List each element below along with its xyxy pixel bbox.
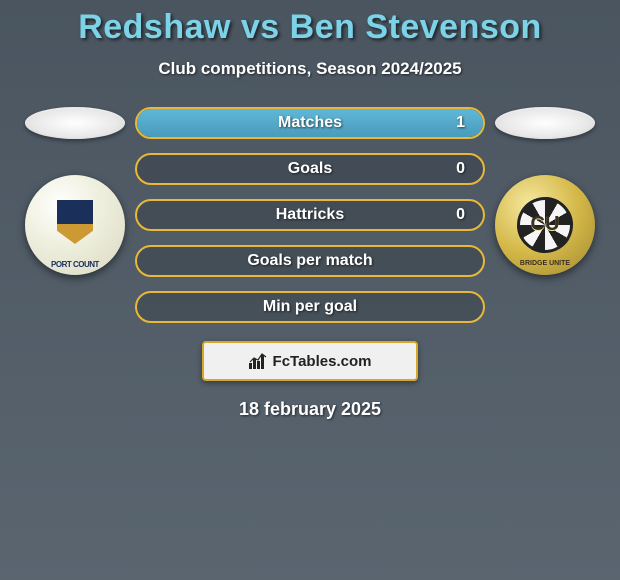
comparison-date: 18 february 2025: [0, 399, 620, 420]
right-club-crest-icon: BRIDGE UNITE: [495, 175, 595, 275]
badge-text: FcTables.com: [273, 353, 372, 370]
left-flag-icon: [25, 107, 125, 139]
content-row: Matches 1 Goals 0 Hattricks 0 Goals per …: [0, 107, 620, 323]
stat-row-goals: Goals 0: [135, 153, 485, 185]
left-side: [15, 107, 135, 275]
right-flag-icon: [495, 107, 595, 139]
source-badge[interactable]: FcTables.com: [202, 341, 418, 381]
crest-ribbon: BRIDGE UNITE: [503, 260, 587, 267]
page-title: Redshaw vs Ben Stevenson: [0, 8, 620, 47]
stat-label: Goals: [288, 160, 332, 178]
stat-value-right: 0: [456, 160, 465, 178]
page-subtitle: Club competitions, Season 2024/2025: [0, 59, 620, 79]
comparison-card: Redshaw vs Ben Stevenson Club competitio…: [0, 0, 620, 580]
stat-label: Goals per match: [247, 252, 372, 270]
right-side: BRIDGE UNITE: [485, 107, 605, 275]
stat-label: Matches: [278, 114, 342, 132]
stat-value-right: 0: [456, 206, 465, 224]
bar-chart-icon: [249, 353, 269, 369]
stat-value-right: 1: [456, 114, 465, 132]
stat-row-matches: Matches 1: [135, 107, 485, 139]
left-club-crest-icon: [25, 175, 125, 275]
stat-row-gpm: Goals per match: [135, 245, 485, 277]
stat-label: Hattricks: [276, 206, 344, 224]
stats-column: Matches 1 Goals 0 Hattricks 0 Goals per …: [135, 107, 485, 323]
stat-label: Min per goal: [263, 298, 357, 316]
stat-row-mpg: Min per goal: [135, 291, 485, 323]
stat-row-hattricks: Hattricks 0: [135, 199, 485, 231]
